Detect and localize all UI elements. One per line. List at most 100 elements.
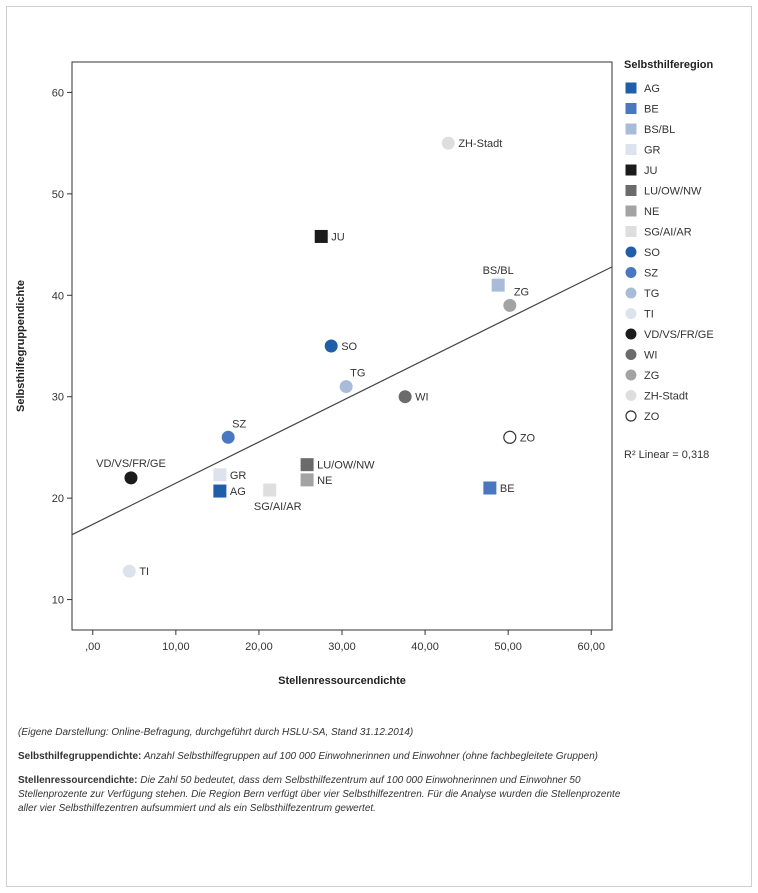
legend-label-bs-bl: BS/BL (644, 124, 675, 136)
point-sz (221, 430, 235, 444)
point-zo (503, 430, 517, 444)
point-ag (213, 484, 227, 498)
point-label-lu-ow-nw: LU/OW/NW (317, 460, 375, 472)
y-tick-label: 30 (52, 392, 64, 404)
legend-marker-gr (625, 144, 637, 155)
figure-notes: (Eigene Darstellung: Online-Befragung, d… (18, 726, 624, 826)
point-label-vd-vs-fr-ge: VD/VS/FR/GE (96, 458, 166, 470)
points-layer (122, 136, 517, 578)
point-ne (300, 473, 314, 487)
legend-label-ju: JU (644, 165, 658, 177)
point-wi (398, 390, 412, 404)
note-group-density: Selbsthilfegruppendichte: Anzahl Selbsth… (18, 750, 624, 764)
y-axis-title: Selbsthilfegruppendichte (15, 280, 27, 412)
point-sg-ai-ar (263, 483, 277, 497)
point-label-so: SO (341, 341, 357, 353)
legend-label-so: SO (644, 247, 660, 259)
legend-label-sg-ai-ar: SG/AI/AR (644, 227, 692, 239)
legend-label-zh-stadt: ZH-Stadt (644, 391, 688, 403)
legend-marker-ag (625, 82, 637, 94)
legend: Selbsthilferegion AG BE BS/BL GR JU LU/OW/NW N… (624, 59, 714, 461)
legend-marker-bs-bl (625, 123, 637, 135)
legend-marker-ne (625, 205, 637, 217)
note-text-resource-density: Die Zahl 50 bedeutet, dass dem Selbsthil… (18, 775, 621, 814)
legend-label-lu-ow-nw: LU/OW/NW (644, 186, 702, 198)
y-tick-label: 60 (52, 87, 64, 99)
point-label-be: BE (500, 483, 515, 495)
legend-label-wi: WI (644, 350, 657, 362)
source-note: (Eigene Darstellung: Online-Befragung, d… (18, 727, 414, 738)
point-label-zh-stadt: ZH-Stadt (458, 138, 502, 150)
legend-items: AG BE BS/BL GR JU LU/OW/NW NE SG/AI/AR SO SZ TG TI V… (625, 82, 714, 423)
legend-marker-ti (625, 308, 637, 319)
point-be (483, 481, 497, 495)
legend-marker-be (625, 103, 637, 114)
legend-marker-zo (625, 410, 637, 422)
point-label-tg: TG (350, 368, 365, 380)
point-label-gr: GR (230, 470, 247, 482)
point-label-sg-ai-ar: SG/AI/AR (254, 501, 302, 513)
legend-label-sz: SZ (644, 268, 658, 280)
note-resource-density: Stellenressourcendichte: Die Zahl 50 bed… (18, 774, 624, 816)
legend-label-zg: ZG (644, 370, 659, 382)
x-tick-label: 30,00 (328, 641, 356, 653)
point-zg (503, 298, 517, 312)
point-label-ne: NE (317, 475, 332, 487)
point-bs-bl (491, 278, 505, 292)
legend-marker-ju (625, 164, 637, 176)
legend-marker-zh-stadt (625, 390, 637, 401)
legend-label-ti: TI (644, 309, 654, 321)
y-tick-label: 20 (52, 493, 64, 505)
note-term-group-density: Selbsthilfegruppendichte: (18, 751, 142, 762)
point-label-zo: ZO (520, 432, 536, 444)
legend-label-be: BE (644, 104, 659, 116)
scatter-chart: ,00 10,00 20,00 30,00 40,00 50,00 60,00 10 20 30… (15, 59, 714, 687)
point-gr (213, 468, 227, 482)
legend-title: Selbsthilferegion (624, 59, 714, 71)
legend-marker-sz (625, 267, 637, 278)
point-ti (122, 564, 136, 578)
note-term-resource-density: Stellenressourcendichte: (18, 775, 138, 786)
point-label-ti: TI (139, 566, 149, 578)
legend-marker-tg (625, 287, 637, 299)
legend-marker-vd-vs-fr-ge (625, 328, 637, 340)
r-squared-label: R² Linear = 0,318 (624, 449, 709, 461)
x-tick-label: 20,00 (245, 641, 273, 653)
y-tick-label: 40 (52, 290, 64, 302)
legend-label-ag: AG (644, 83, 660, 95)
point-lu-ow-nw (300, 458, 314, 472)
x-tick-label: ,00 (85, 641, 100, 653)
x-axis-title: Stellenressourcendichte (278, 675, 406, 687)
point-tg (339, 380, 353, 394)
point-vd-vs-fr-ge (124, 471, 138, 485)
y-axis: 10 20 30 40 50 60 (52, 87, 72, 607)
legend-label-tg: TG (644, 288, 659, 300)
x-tick-label: 60,00 (577, 641, 605, 653)
point-label-wi: WI (415, 392, 428, 404)
x-tick-label: 10,00 (162, 641, 190, 653)
plot-area (71, 61, 613, 631)
legend-label-zo: ZO (644, 411, 660, 423)
x-tick-label: 40,00 (411, 641, 439, 653)
note-text-group-density: Anzahl Selbsthilfegruppen auf 100 000 Ei… (141, 751, 598, 762)
y-tick-label: 10 (52, 595, 64, 607)
legend-marker-so (625, 246, 637, 258)
legend-marker-lu-ow-nw (625, 185, 637, 196)
point-label-ag: AG (230, 486, 246, 498)
legend-label-ne: NE (644, 206, 659, 218)
point-label-sz: SZ (232, 418, 246, 430)
x-tick-label: 50,00 (494, 641, 522, 653)
point-label-zg: ZG (514, 286, 529, 298)
x-axis: ,00 10,00 20,00 30,00 40,00 50,00 60,00 (85, 630, 605, 653)
fit-line-layer (71, 266, 613, 536)
legend-marker-sg-ai-ar (625, 226, 637, 237)
point-label-ju: JU (331, 231, 345, 243)
legend-label-vd-vs-fr-ge: VD/VS/FR/GE (644, 329, 714, 341)
point-zh-stadt (441, 136, 455, 150)
point-so (324, 339, 338, 353)
point-ju (314, 229, 328, 243)
legend-marker-zg (625, 369, 637, 381)
legend-label-gr: GR (644, 145, 661, 157)
point-label-bs-bl: BS/BL (483, 265, 514, 277)
